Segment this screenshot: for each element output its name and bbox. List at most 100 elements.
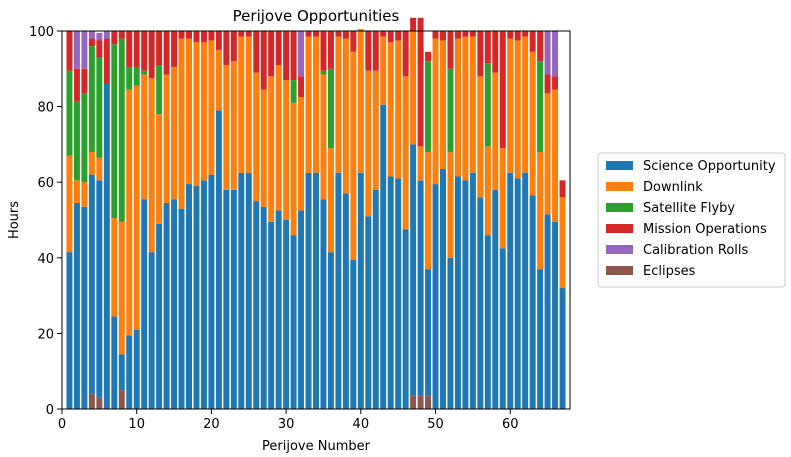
bar-segment-downlink-51 [440,40,446,169]
bar-segment-science-opportunity-20 [208,174,215,409]
bar-segment-satellite-flyby-49 [425,61,432,152]
y-tick-label: 0 [46,403,54,418]
bar-segment-satellite-flyby-10 [133,66,140,86]
bar-segment-downlink-46 [402,76,409,230]
bar-segment-mission-operations-42 [372,31,379,71]
y-tick-label: 80 [37,101,54,116]
bar-segment-downlink-11 [141,74,148,200]
bar-segment-mission-operations-23 [230,31,237,62]
bar-segment-mission-operations-9 [126,31,133,67]
bar-segment-mission-operations-37 [335,31,342,37]
bar-segment-science-opportunity-59 [499,248,506,409]
bar-segment-downlink-25 [245,36,252,173]
bar-segment-calibration-rolls-2 [73,31,80,69]
bar-segment-downlink-44 [387,42,394,177]
bar-segment-calibration-rolls-6 [103,31,110,39]
bar-segment-science-opportunity-65 [544,214,551,409]
bar-segment-eclipses-47 [410,395,417,409]
bar-segment-downlink-5 [96,157,103,181]
bars [66,17,566,410]
bar-segment-mission-operations-26 [253,31,260,73]
bar-segment-mission-operations-6 [103,38,110,84]
bar-segment-science-opportunity-33 [305,172,312,409]
bar-segment-downlink-13 [156,114,163,224]
bar-segment-downlink-38 [342,38,349,194]
bar-segment-downlink-35 [320,74,327,200]
bar-segment-mission-operations-43 [380,31,387,37]
bar-segment-downlink-19 [200,42,207,181]
plot-frame [61,30,571,410]
bar-segment-mission-operations-44 [387,31,394,43]
bar-segment-science-opportunity-41 [365,216,372,409]
legend-swatch [606,161,633,170]
bar-segment-downlink-8 [118,221,125,355]
bar-segment-science-opportunity-53 [454,176,461,409]
bar-segment-science-opportunity-10 [133,329,140,409]
x-tick-label: 10 [128,417,145,432]
axes: 0 10 20 30 40 50 60 0 20 40 60 80 100 [29,25,571,432]
bar-segment-eclipses-4 [88,393,95,409]
bar-segment-downlink-14 [163,74,170,203]
bar-segment-science-opportunity-38 [342,193,349,409]
bar-segment-downlink-43 [380,36,387,105]
bar-segment-satellite-flyby-13 [156,65,163,115]
bar-segment-mission-operations-2 [73,68,80,101]
bar-segment-mission-operations-19 [200,31,207,43]
bar-segment-mission-operations-11 [141,31,148,71]
bar-segment-science-opportunity-61 [514,178,521,409]
bar-segment-downlink-67 [559,197,566,289]
bar-segment-downlink-58 [492,72,499,190]
bar-segment-downlink-2 [73,180,80,203]
bar-segment-downlink-4 [88,151,95,175]
bar-segment-downlink-21 [215,49,222,111]
bar-segment-science-opportunity-25 [245,172,252,409]
bar-segment-calibration-rolls-5 [96,32,103,41]
bar-segment-science-opportunity-47 [410,144,417,396]
bar-segment-calibration-rolls-3 [81,31,88,69]
bar-segment-satellite-flyby-31 [290,80,297,103]
bar-segment-downlink-50 [432,38,439,185]
bar-segment-downlink-65 [544,93,551,215]
y-axis-label: Hours [7,201,22,239]
bar-segment-mission-operations-35 [320,31,327,71]
bar-segment-mission-operations-20 [208,31,215,41]
bar-segment-mission-operations-15 [171,31,178,67]
bar-segment-mission-operations-17 [186,31,192,39]
bar-segment-mission-operations-3 [81,68,88,94]
bar-segment-calibration-rolls-66 [552,31,559,77]
legend-label: Calibration Rolls [643,243,748,258]
bar-segment-downlink-9 [126,89,133,336]
bar-segment-science-opportunity-64 [537,269,544,409]
bar-segment-downlink-16 [178,38,185,209]
bar-segment-mission-operations-62 [522,31,529,37]
bar-segment-science-opportunity-15 [171,199,178,409]
bar-segment-satellite-flyby-5 [96,57,103,158]
bar-segment-downlink-24 [238,36,245,173]
bar-segment-mission-operations-54 [462,31,469,37]
bar-segment-downlink-63 [529,51,536,196]
bar-segment-science-opportunity-1 [66,252,73,409]
bar-segment-science-opportunity-26 [253,201,260,409]
bar-segment-science-opportunity-45 [395,178,402,409]
bar-segment-science-opportunity-2 [73,202,80,409]
bar-segment-mission-operations-39 [350,31,357,52]
bar-segment-eclipses-5 [96,397,103,409]
bar-segment-calibration-rolls-4 [88,31,95,39]
bar-segment-science-opportunity-14 [163,202,170,409]
bar-segment-science-opportunity-67 [559,288,566,409]
bar-segment-science-opportunity-40 [357,172,364,409]
bar-segment-science-opportunity-21 [215,110,222,409]
bar-segment-satellite-flyby-3 [81,93,88,183]
bar-segment-mission-operations-60 [507,31,514,39]
bar-segment-downlink-60 [507,38,514,173]
bar-segment-eclipses-49 [425,395,432,409]
bar-segment-science-opportunity-62 [522,172,529,409]
bar-segment-mission-operations-47 [410,17,417,31]
bar-segment-science-opportunity-6 [103,83,110,410]
x-tick-label: 0 [58,417,66,432]
legend-swatch [606,203,633,212]
legend-label: Downlink [643,180,703,195]
bar-segment-mission-operations-16 [178,31,185,39]
bar-segment-science-opportunity-34 [313,172,319,409]
bar-segment-mission-operations-21 [215,31,222,50]
